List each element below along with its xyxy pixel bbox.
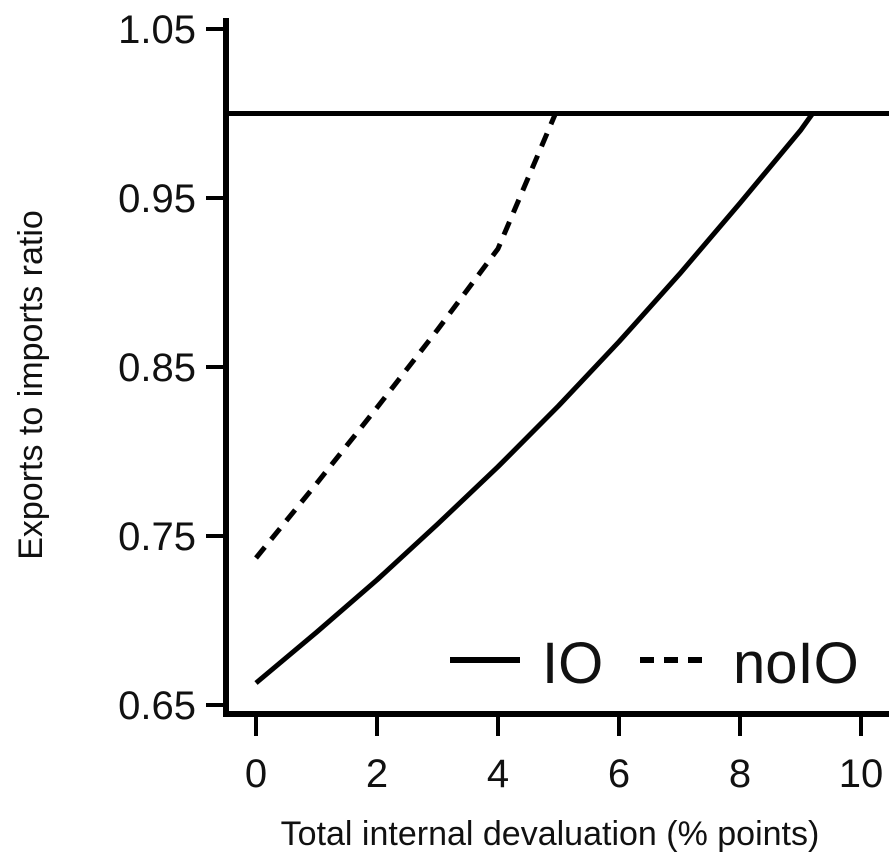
x-tick-label: 6 (608, 752, 630, 796)
y-tick-label: 0.65 (118, 684, 196, 728)
axes: 0.65 0.75 0.85 0.95 1.05 0 2 4 6 8 10 (118, 8, 889, 796)
plot-area (226, 111, 889, 685)
y-tick-label: 0.75 (118, 515, 196, 559)
series-line-io (254, 112, 815, 685)
y-axis-title: Exports to imports ratio (12, 210, 50, 560)
x-tick-label: 8 (729, 752, 751, 796)
legend-label-io: IO (542, 631, 603, 696)
legend: IO noIO (450, 631, 859, 696)
x-tick-label: 4 (487, 752, 509, 796)
y-tick-label: 0.95 (118, 177, 196, 221)
x-tick-label: 10 (839, 752, 884, 796)
x-tick-label: 2 (366, 752, 388, 796)
legend-label-noio: noIO (733, 631, 859, 696)
y-tick-label: 1.05 (118, 8, 196, 52)
x-axis-title: Total internal devaluation (% points) (281, 815, 820, 853)
series-line-noio (254, 112, 558, 560)
y-tick-label: 0.85 (118, 346, 196, 390)
x-tick-label: 0 (245, 752, 267, 796)
